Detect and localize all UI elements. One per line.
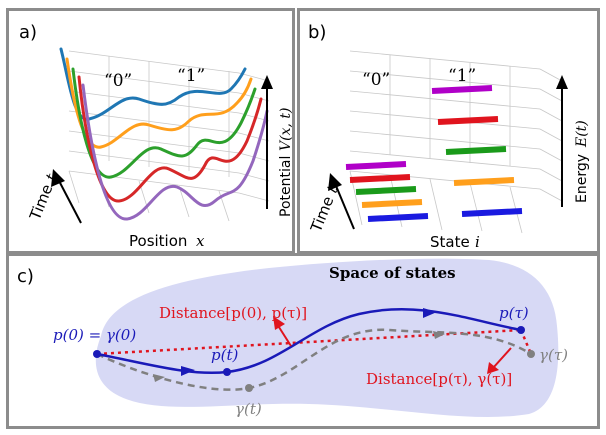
gt-label: γ(t)	[235, 400, 262, 418]
level-1-red	[437, 116, 499, 125]
panel-b-yaxis-var: E(t)	[574, 120, 590, 148]
level-0-purple	[345, 161, 407, 170]
panel-a-grid	[68, 50, 270, 222]
gamma-arrow-1	[153, 374, 165, 382]
panel-b-state0: “0”	[362, 70, 390, 90]
panel-b-time-axis	[333, 180, 355, 230]
panel-c-svg: c) Space of states Distance[p(0), p(τ)] …	[17, 258, 568, 418]
level-1-green	[445, 146, 507, 155]
panel-a-potential-curves	[59, 47, 269, 221]
panel-b-time-label: Time	[307, 194, 338, 236]
p-arrow-1	[181, 366, 195, 376]
panel-a-xaxis-var: x	[196, 232, 205, 250]
panel-a-yaxis-var: V(x, t)	[278, 108, 294, 151]
distance-p0-ptau-label: Distance[p(0), p(τ)]	[159, 304, 307, 322]
level-1-purple	[431, 85, 493, 94]
level-0-red	[349, 174, 411, 183]
potential-curve-blue	[59, 47, 247, 121]
point-gt	[245, 384, 253, 392]
point-ptau	[517, 326, 525, 334]
state-space-blob	[95, 258, 559, 418]
panel-a-time-arrowhead	[51, 169, 65, 187]
p-arrow-2	[423, 308, 437, 318]
panel-a-label: a)	[19, 22, 37, 43]
distance-arrowhead-1	[273, 316, 285, 330]
potential-curve-purple	[81, 83, 269, 221]
panel-b-time-arrowhead	[328, 173, 342, 191]
distance-line-p0-ptau	[96, 328, 522, 356]
gamma-arrow-2	[433, 331, 445, 339]
panel-b-label: b)	[308, 22, 326, 43]
panel-a-potential-arrowhead	[261, 75, 273, 89]
panel-b-energy-arrowhead	[556, 75, 568, 89]
panel-b-yaxis-label: Energy	[574, 154, 590, 203]
gamma-path	[96, 328, 532, 391]
distance-arrow-1	[276, 323, 292, 347]
p-path	[96, 307, 522, 374]
point-p0	[93, 350, 101, 358]
panel-a-svg: a) “0” “1”	[19, 22, 294, 250]
panel-a-xaxis-label: Position	[129, 232, 187, 250]
panel-a-yaxis-label: Potential	[278, 156, 294, 217]
distance-arrow-2	[492, 347, 512, 369]
p0-label: p(0) = γ(0)	[53, 326, 136, 344]
level-0-green	[355, 186, 417, 195]
panel-c-label: c)	[17, 266, 34, 287]
distance-line-ptau-gtau	[519, 329, 533, 355]
panel-a-time-label: Time	[26, 182, 57, 224]
level-0-blue	[367, 213, 429, 222]
gtau-label: γ(τ)	[539, 346, 568, 364]
level-1-orange	[453, 177, 515, 186]
distance-ptau-gtau-label: Distance[p(τ), γ(τ)]	[366, 370, 512, 388]
point-gtau	[527, 350, 535, 358]
panel-c: c) Space of states Distance[p(0), p(τ)] …	[6, 253, 600, 429]
panel-b: b) “0” “1”	[297, 8, 600, 254]
space-of-states-title: Space of states	[329, 264, 456, 282]
pt-label: p(t)	[211, 346, 238, 364]
panel-b-xaxis-var: i	[475, 233, 480, 251]
distance-arrowhead-2	[487, 362, 499, 374]
level-1-blue	[461, 208, 523, 217]
panel-a-state0: “0”	[104, 71, 132, 91]
level-0-orange	[361, 199, 423, 208]
panel-b-state1: “1”	[448, 66, 476, 86]
panel-a-state1: “1”	[177, 66, 205, 86]
panel-b-svg: b) “0” “1”	[307, 22, 590, 251]
panel-a-time-axis	[56, 176, 82, 224]
panel-a: a) “0” “1”	[6, 8, 295, 254]
ptau-label: p(τ)	[499, 304, 529, 322]
point-pt	[223, 368, 231, 376]
panel-b-energy-levels	[345, 85, 523, 222]
panel-b-xaxis-label: State	[430, 233, 470, 251]
